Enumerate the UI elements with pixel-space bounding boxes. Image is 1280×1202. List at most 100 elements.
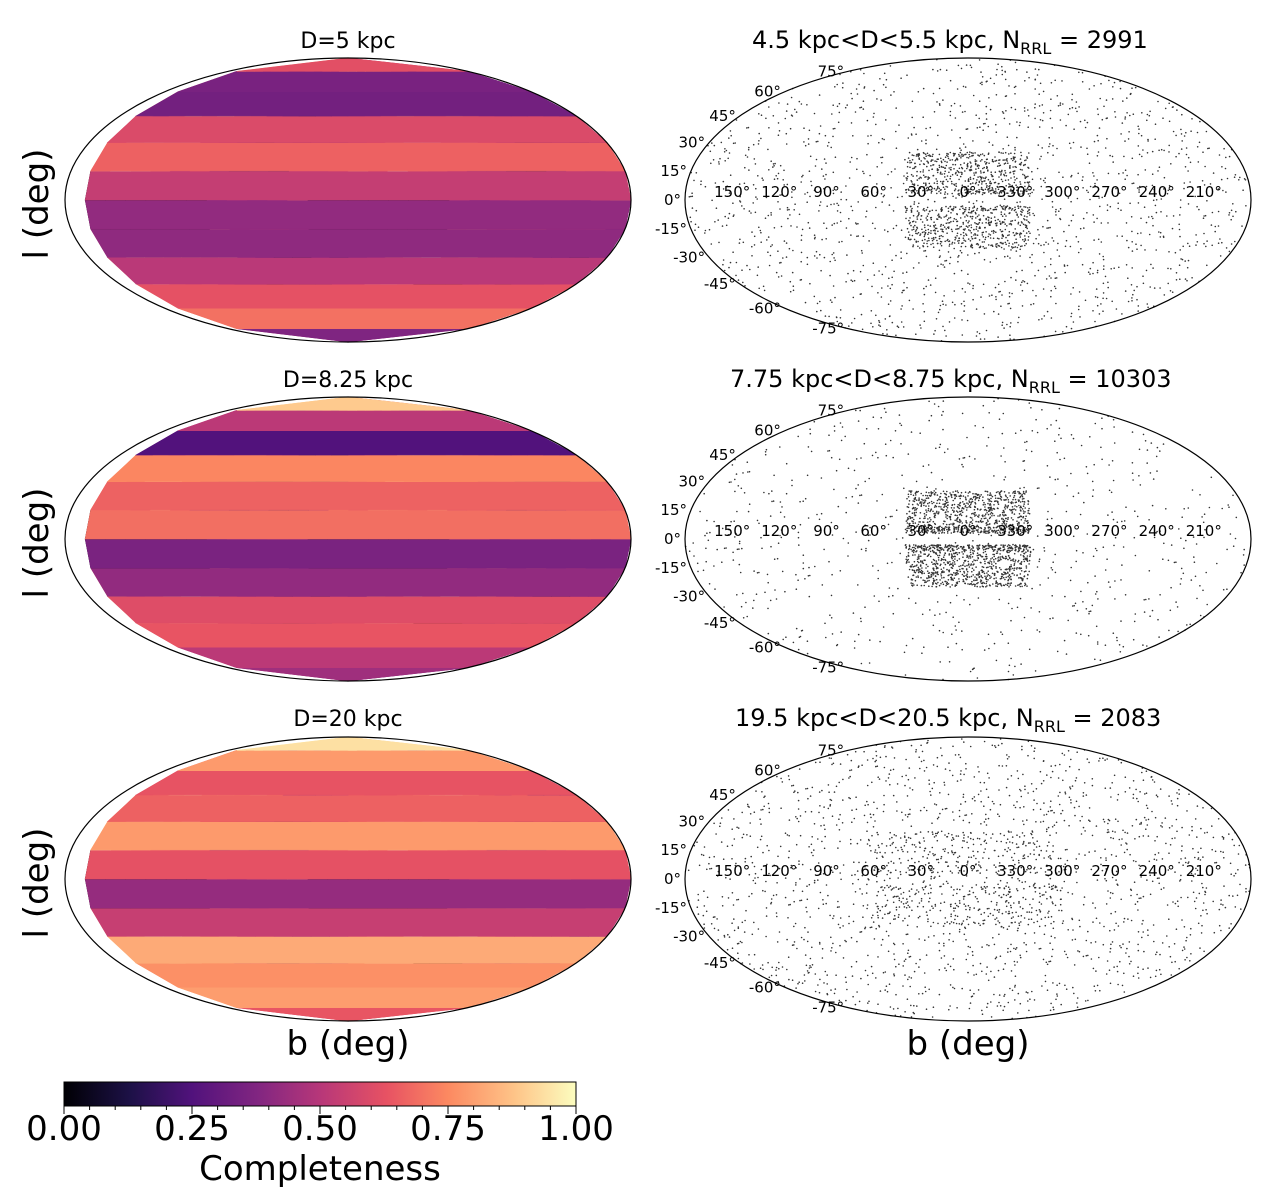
scatter-point: [936, 499, 939, 502]
scatter-point: [961, 319, 963, 321]
scatter-point: [792, 641, 795, 644]
scatter-point: [1008, 292, 1011, 294]
scatter-point: [1111, 460, 1114, 462]
scatter-point: [1021, 208, 1023, 211]
scatter-point: [1179, 583, 1182, 585]
scatter-point: [1089, 185, 1092, 188]
scatter-point: [1019, 487, 1021, 490]
scatter-point: [1056, 95, 1059, 97]
scatter-point: [1058, 434, 1060, 436]
scatter-point: [1029, 551, 1032, 554]
scatter-point: [972, 192, 974, 194]
scatter-point: [939, 552, 941, 554]
scatter-point: [1094, 593, 1097, 595]
scatter-point: [999, 553, 1001, 555]
scatter-point: [1007, 144, 1010, 147]
scatter-point: [1025, 226, 1027, 228]
scatter-point: [953, 102, 956, 105]
scatter-point: [983, 247, 986, 250]
scatter-point: [846, 254, 848, 256]
scatter-point: [1004, 78, 1007, 81]
scatter-point: [942, 303, 944, 306]
scatter-point: [977, 176, 979, 178]
scatter-point: [813, 255, 816, 257]
scatter-point: [1170, 163, 1172, 165]
scatter-point: [1096, 643, 1099, 645]
scatter-point: [967, 191, 970, 194]
scatter-point: [808, 129, 811, 132]
scatter-point: [1005, 236, 1007, 239]
scatter-point: [949, 550, 952, 552]
scatter-point: [1106, 204, 1109, 206]
scatter-point: [969, 64, 972, 67]
scatter-point: [943, 576, 945, 579]
scatter-point: [903, 281, 905, 284]
scatter-point: [920, 505, 922, 508]
scatter-point: [1034, 68, 1037, 70]
scatter-point: [853, 317, 856, 320]
scatter-point: [749, 268, 751, 271]
scatter-point: [1113, 544, 1115, 547]
scatter-point: [725, 149, 728, 152]
scatter-point: [1040, 185, 1043, 188]
scatter-point: [764, 591, 766, 594]
scatter-point: [818, 94, 821, 96]
scatter-point: [870, 134, 872, 137]
scatter-point: [983, 258, 986, 261]
scatter-point: [940, 161, 943, 164]
lon-tick-label: 0°: [959, 183, 976, 201]
scatter-point: [778, 102, 780, 104]
scatter-point: [975, 335, 978, 337]
scatter-point: [882, 83, 885, 86]
scatter-point: [982, 123, 985, 125]
scatter-point: [1224, 167, 1227, 170]
scatter-point: [987, 189, 989, 191]
scatter-point: [1011, 246, 1013, 248]
scatter-point: [1043, 315, 1046, 317]
scatter-point: [911, 100, 914, 103]
scatter-point: [988, 162, 990, 164]
lat-tick-label: 75°: [818, 62, 845, 80]
scatter-point: [740, 605, 743, 608]
scatter-point: [1026, 216, 1028, 218]
scatter-point: [1020, 519, 1023, 521]
scatter-point: [767, 251, 769, 253]
scatter-point: [1209, 183, 1212, 185]
scatter-point: [905, 271, 908, 274]
scatter-point: [1244, 179, 1247, 181]
scatter-point: [1048, 275, 1051, 277]
scatter-point: [1033, 214, 1036, 217]
scatter-point: [982, 214, 985, 217]
scatter-point: [1145, 598, 1147, 601]
scatter-point: [1183, 182, 1186, 184]
scatter-point: [1096, 549, 1098, 552]
scatter-point: [770, 214, 772, 216]
scatter-point: [792, 285, 795, 288]
scatter-point: [1162, 235, 1165, 238]
scatter-point: [953, 155, 955, 157]
scatter-point: [1181, 258, 1184, 261]
scatter-point: [1196, 205, 1198, 208]
scatter-point: [982, 426, 984, 429]
scatter-point: [1026, 156, 1028, 158]
scatter-point: [1179, 206, 1182, 209]
scatter-point: [1051, 517, 1053, 520]
scatter-point: [1175, 279, 1178, 281]
panel-scatter-1: 4.5 kpc<D<5.5 kpc, NRRL = 2991 150° 120° 9…: [655, 26, 1252, 343]
scatter-point: [862, 170, 864, 173]
scatter-point: [993, 555, 995, 558]
scatter-point: [958, 254, 960, 257]
scatter-point: [887, 230, 889, 233]
scatter-point: [1069, 579, 1072, 582]
scatter-point: [907, 237, 910, 239]
scatter-point: [1009, 495, 1011, 497]
scatter-point: [944, 559, 947, 562]
scatter-point: [1157, 100, 1159, 103]
scatter-point: [1221, 241, 1223, 244]
scatter-point: [936, 546, 938, 549]
scatter-point: [912, 494, 915, 497]
scatter-point: [952, 499, 954, 502]
scatter-point: [878, 141, 880, 144]
scatter-point: [1094, 296, 1097, 298]
scatter-point: [1074, 107, 1077, 110]
